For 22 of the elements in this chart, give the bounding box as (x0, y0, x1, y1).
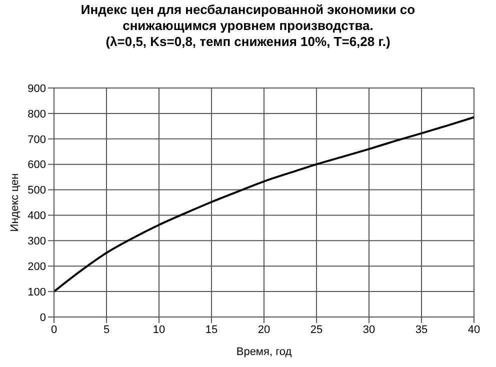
x-tick-label: 0 (50, 324, 58, 336)
y-tick-label: 0 (40, 312, 46, 324)
y-axis-title: Индекс цен (8, 173, 21, 232)
x-tick-label: 25 (310, 324, 323, 336)
y-tick-label: 200 (28, 261, 46, 274)
y-tick-label: 500 (28, 184, 46, 197)
y-tick-label: 600 (28, 159, 46, 172)
y-tick-label: 400 (28, 210, 46, 222)
x-tick-label: 15 (205, 324, 218, 336)
y-tick-label: 800 (28, 108, 46, 120)
x-tick-label: 30 (362, 324, 376, 336)
y-tick-label: 900 (28, 82, 46, 95)
x-tick-label: 40 (468, 324, 480, 336)
x-axis-title: Время, год (236, 346, 292, 358)
y-tick-label: 300 (28, 236, 46, 248)
x-tick-label: 35 (415, 324, 428, 336)
y-tick-label: 100 (28, 286, 46, 298)
y-tick-label: 700 (28, 134, 46, 146)
chart-title: Индекс цен для несбалансированной экономики со снижающимся уровнем производства. (λ=0,5, Ks=0,8, темп снижения 10%, T=6,28 г.) (80, 2, 416, 50)
x-tick-label: 10 (152, 324, 166, 336)
x-tick-label: 20 (258, 324, 270, 336)
x-tick-label: 5 (103, 324, 110, 336)
